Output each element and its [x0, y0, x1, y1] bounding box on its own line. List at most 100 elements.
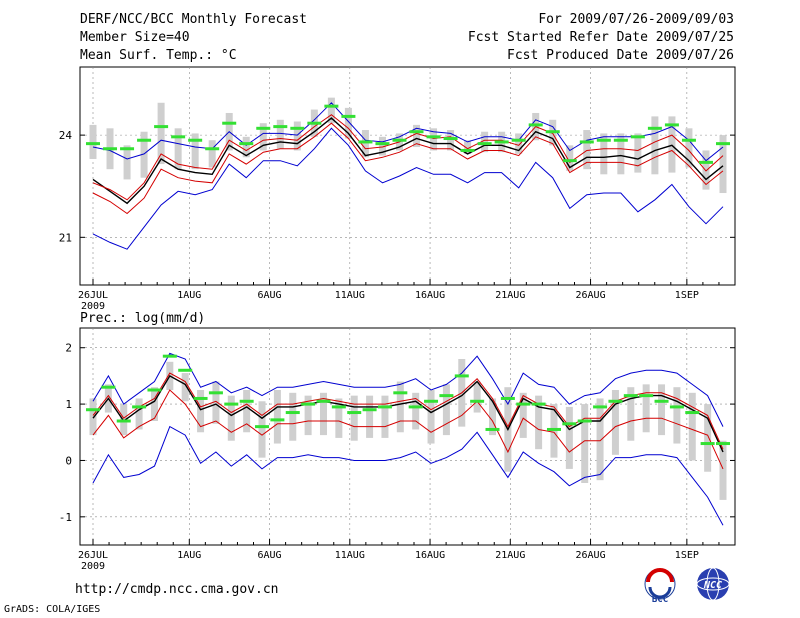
- panel-title: Prec.: log(mm/d): [80, 311, 205, 326]
- spread-bar: [719, 440, 727, 500]
- spread-bar: [273, 390, 281, 444]
- x-tick-label: 26JUL: [78, 550, 108, 561]
- title-left-1: DERF/NCC/BCC Monthly Forecast: [80, 12, 307, 27]
- spread-bar: [212, 381, 220, 424]
- spread-bar: [611, 390, 619, 455]
- x-tick-label: 11AUG: [335, 290, 365, 301]
- series-line-blue: [92, 102, 724, 162]
- spread-bar: [519, 392, 527, 438]
- bcc-logo: BCC: [644, 568, 676, 605]
- x-year-label: 2009: [81, 301, 105, 312]
- x-tick-label: 26AUG: [575, 290, 605, 301]
- series-line-red: [92, 122, 724, 215]
- spread-bar: [673, 387, 681, 444]
- spread-bar: [140, 131, 148, 178]
- member-size: Member Size=40: [80, 30, 190, 45]
- spread-bar: [197, 390, 205, 433]
- spread-bar: [396, 381, 404, 433]
- source-url[interactable]: http://cmdp.ncc.cma.gov.cn: [75, 582, 279, 597]
- series-line-blue: [92, 425, 724, 526]
- spread-bar: [688, 392, 696, 461]
- y-tick-label: 21: [59, 231, 72, 244]
- spread-bar: [430, 128, 438, 151]
- x-tick-label: 6AUG: [258, 290, 282, 301]
- spread-bar: [489, 398, 497, 436]
- spread-bar: [361, 130, 369, 158]
- spread-bar: [583, 130, 591, 170]
- spread-bar: [293, 121, 301, 151]
- spread-bar: [413, 124, 421, 148]
- spread-bar: [304, 395, 312, 436]
- y-tick-label: 24: [59, 129, 73, 142]
- grads-credit: GrADS: COLA/IGES: [4, 604, 101, 615]
- y-tick-label: 1: [65, 398, 72, 411]
- x-tick-label: 1SEP: [675, 550, 699, 561]
- produced-date: Fcst Produced Date 2009/07/26: [507, 48, 734, 63]
- spread-bar: [412, 392, 420, 430]
- spread-bar: [685, 128, 693, 168]
- spread-bar: [227, 395, 235, 441]
- spread-bar: [335, 398, 343, 438]
- variable-label: Mean Surf. Temp.: °C: [80, 48, 237, 63]
- spread-bar: [634, 133, 642, 173]
- x-tick-label: 11AUG: [335, 550, 365, 561]
- spread-bar: [89, 398, 97, 436]
- ncc-logo: NCC: [696, 567, 730, 601]
- spread-bar: [464, 140, 472, 154]
- y-tick-label: 0: [65, 454, 72, 467]
- series-line-blue: [92, 127, 724, 250]
- x-tick-label: 1AUG: [177, 290, 201, 301]
- spread-bar: [366, 395, 374, 438]
- x-year-label: 2009: [81, 561, 105, 572]
- spread-bar: [319, 392, 327, 436]
- spread-bar: [378, 136, 386, 156]
- spread-bar: [719, 135, 727, 194]
- spread-bar: [535, 395, 543, 450]
- forecast-period: For 2009/07/26-2009/09/03: [538, 12, 734, 27]
- x-tick-label: 26JUL: [78, 290, 108, 301]
- spread-bar: [565, 406, 573, 469]
- spread-bar: [704, 404, 712, 472]
- spread-bar: [181, 373, 189, 402]
- spread-bar: [276, 119, 284, 149]
- spread-bar: [596, 398, 604, 481]
- spread-bar: [327, 97, 335, 124]
- spread-bar: [208, 140, 216, 168]
- spread-bar: [668, 116, 676, 173]
- x-tick-label: 21AUG: [495, 290, 525, 301]
- spread-bar: [289, 392, 297, 441]
- x-tick-label: 16AUG: [415, 290, 445, 301]
- spread-bar: [427, 390, 435, 444]
- spread-bar: [174, 128, 182, 170]
- refer-date: Fcst Started Refer Date 2009/07/25: [467, 30, 734, 45]
- spread-bar: [350, 395, 358, 441]
- series-line-blue: [92, 352, 724, 427]
- spread-bar: [157, 102, 165, 165]
- spread-bar: [658, 384, 666, 436]
- institution-logos: BCC NCC: [644, 567, 730, 605]
- spread-bar: [581, 404, 589, 483]
- plot-frame: [79, 327, 736, 546]
- x-tick-label: 6AUG: [258, 550, 282, 561]
- series-line-black: [92, 374, 724, 453]
- spread-bar: [123, 145, 131, 180]
- y-tick-label: 2: [65, 342, 72, 355]
- x-tick-label: 1SEP: [675, 290, 699, 301]
- series-line-red: [92, 114, 724, 201]
- spread-bar: [89, 124, 97, 159]
- spread-bar: [135, 398, 143, 430]
- spread-bar: [243, 390, 251, 433]
- spread-bar: [515, 133, 523, 154]
- spread-bar: [242, 136, 250, 158]
- spread-bar: [473, 381, 481, 413]
- spread-bar: [150, 387, 158, 421]
- chart-panel-2: -1 0 1 2 26JUL 1AUG 6AUG 11AUG 16AUG 21AUG 26AUG 1S…: [59, 311, 736, 572]
- x-tick-label: 26AUG: [575, 550, 605, 561]
- x-tick-label: 21AUG: [495, 550, 525, 561]
- spread-bar: [442, 384, 450, 436]
- series-line-red: [92, 389, 724, 470]
- chart-panel-1: 21 24 26JUL 1AUG 6AUG 11AUG 16AUG 21AUG 26AUG 1SE…: [59, 66, 736, 312]
- bcc-logo-text: BCC: [652, 595, 668, 605]
- spread-bar: [447, 130, 455, 151]
